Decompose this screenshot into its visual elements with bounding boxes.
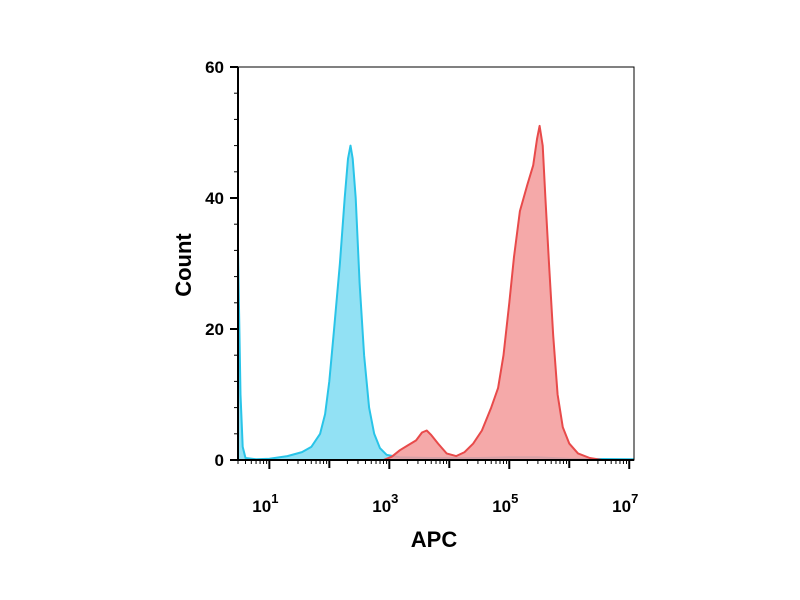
- series-1-line: [237, 144, 635, 461]
- x-tick-label-5: 105: [492, 491, 518, 516]
- y-tick-label-60: 60: [205, 58, 224, 77]
- x-tick-label-7: 107: [612, 491, 638, 516]
- x-tick-label-3: 103: [372, 491, 398, 516]
- y-tick-label-40: 40: [205, 189, 224, 208]
- y-tick-label-20: 20: [205, 320, 224, 339]
- series-2-fill: [383, 125, 602, 461]
- y-axis-title: Count: [171, 233, 196, 297]
- x-axis-title: APC: [411, 527, 458, 552]
- series-1-fill: [238, 145, 634, 460]
- y-tick-label-0: 0: [215, 451, 224, 470]
- series-layer: [237, 124, 635, 461]
- series-2-line: [383, 124, 603, 461]
- plot-frame: [237, 66, 635, 461]
- x-tick-label-1: 101: [252, 491, 278, 516]
- axes-layer: 0 20 40 60 101 103 105 107: [205, 58, 638, 516]
